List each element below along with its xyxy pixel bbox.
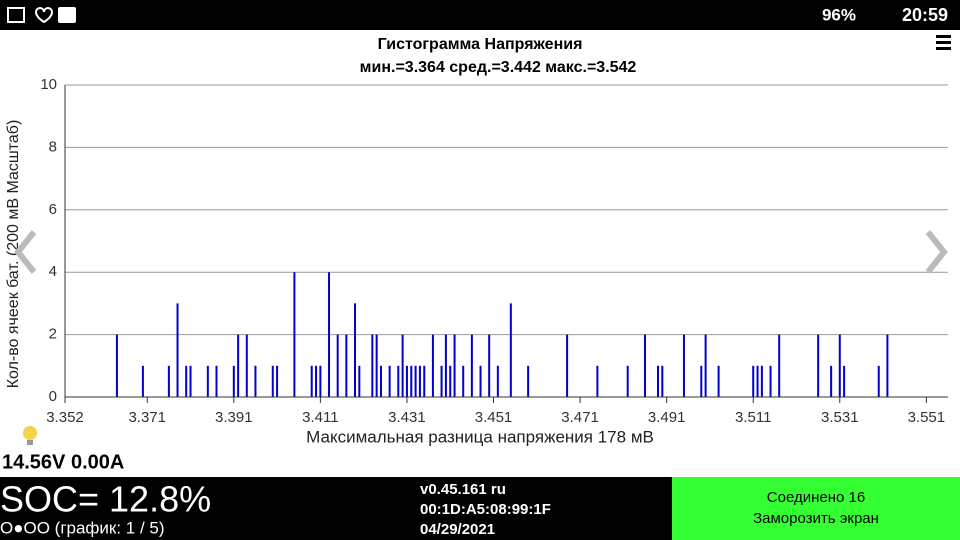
x-tick-label: 3.471 xyxy=(561,409,599,426)
status-icon xyxy=(58,7,76,23)
status-icon xyxy=(7,7,25,23)
status-bar xyxy=(0,0,960,30)
x-tick-label: 3.531 xyxy=(821,409,859,426)
battery: 96% xyxy=(822,5,856,24)
y-tick-label: 10 xyxy=(40,76,57,93)
x-tick-label: 3.451 xyxy=(475,409,513,426)
x-tick-label: 3.411 xyxy=(302,409,338,426)
y-tick-label: 0 xyxy=(49,388,57,405)
x-tick-label: 3.491 xyxy=(648,409,686,426)
menu-icon[interactable] xyxy=(936,47,951,50)
menu-icon[interactable] xyxy=(936,41,951,44)
connect-button[interactable] xyxy=(672,477,960,540)
mac-address: 00:1D:A5:08:99:1F xyxy=(420,501,551,518)
version: v0.45.161 ru xyxy=(420,481,506,498)
x-tick-label: 3.352 xyxy=(46,409,84,426)
soc: SOC= 12.8% xyxy=(0,479,211,520)
x-axis-label: Максимальная разница напряжения 178 мВ xyxy=(306,427,654,446)
y-tick-label: 4 xyxy=(49,263,57,280)
x-tick-label: 3.511 xyxy=(735,409,771,426)
connected-status: Соединено 16 xyxy=(767,489,865,506)
status-icon xyxy=(34,7,54,24)
page-indicator: O●OO (график: 1 / 5) xyxy=(0,518,165,537)
x-tick-label: 3.391 xyxy=(215,409,253,426)
x-tick-label: 3.431 xyxy=(388,409,426,426)
readout: 14.56V 0.00A xyxy=(2,451,124,473)
bulb-icon xyxy=(23,426,37,440)
menu-icon[interactable] xyxy=(936,35,951,38)
chart-title: Гистограмма Напряжения xyxy=(378,36,583,53)
x-tick-label: 3.371 xyxy=(128,409,166,426)
y-axis-label: Кол-во ячеек бат. (200 мВ Масштаб) xyxy=(5,120,22,389)
date: 04/29/2021 xyxy=(420,521,495,538)
next-arrow[interactable] xyxy=(925,230,948,274)
freeze-button[interactable]: Заморозить экран xyxy=(753,510,879,527)
plot: 0 2 4 6 8 10 3.352 3.371 3.391 3.411 3.431 3.451 3.4… xyxy=(40,76,948,426)
chart-subtitle: мин.=3.364 сред.=3.442 макс.=3.542 xyxy=(360,59,637,76)
clock: 20:59 xyxy=(902,5,948,25)
bulb-icon xyxy=(27,440,33,445)
y-tick-label: 2 xyxy=(49,326,57,343)
prev-arrow[interactable] xyxy=(14,230,37,274)
y-tick-label: 6 xyxy=(49,201,57,218)
y-tick-label: 8 xyxy=(49,138,57,155)
x-tick-label: 3.551 xyxy=(908,409,946,426)
